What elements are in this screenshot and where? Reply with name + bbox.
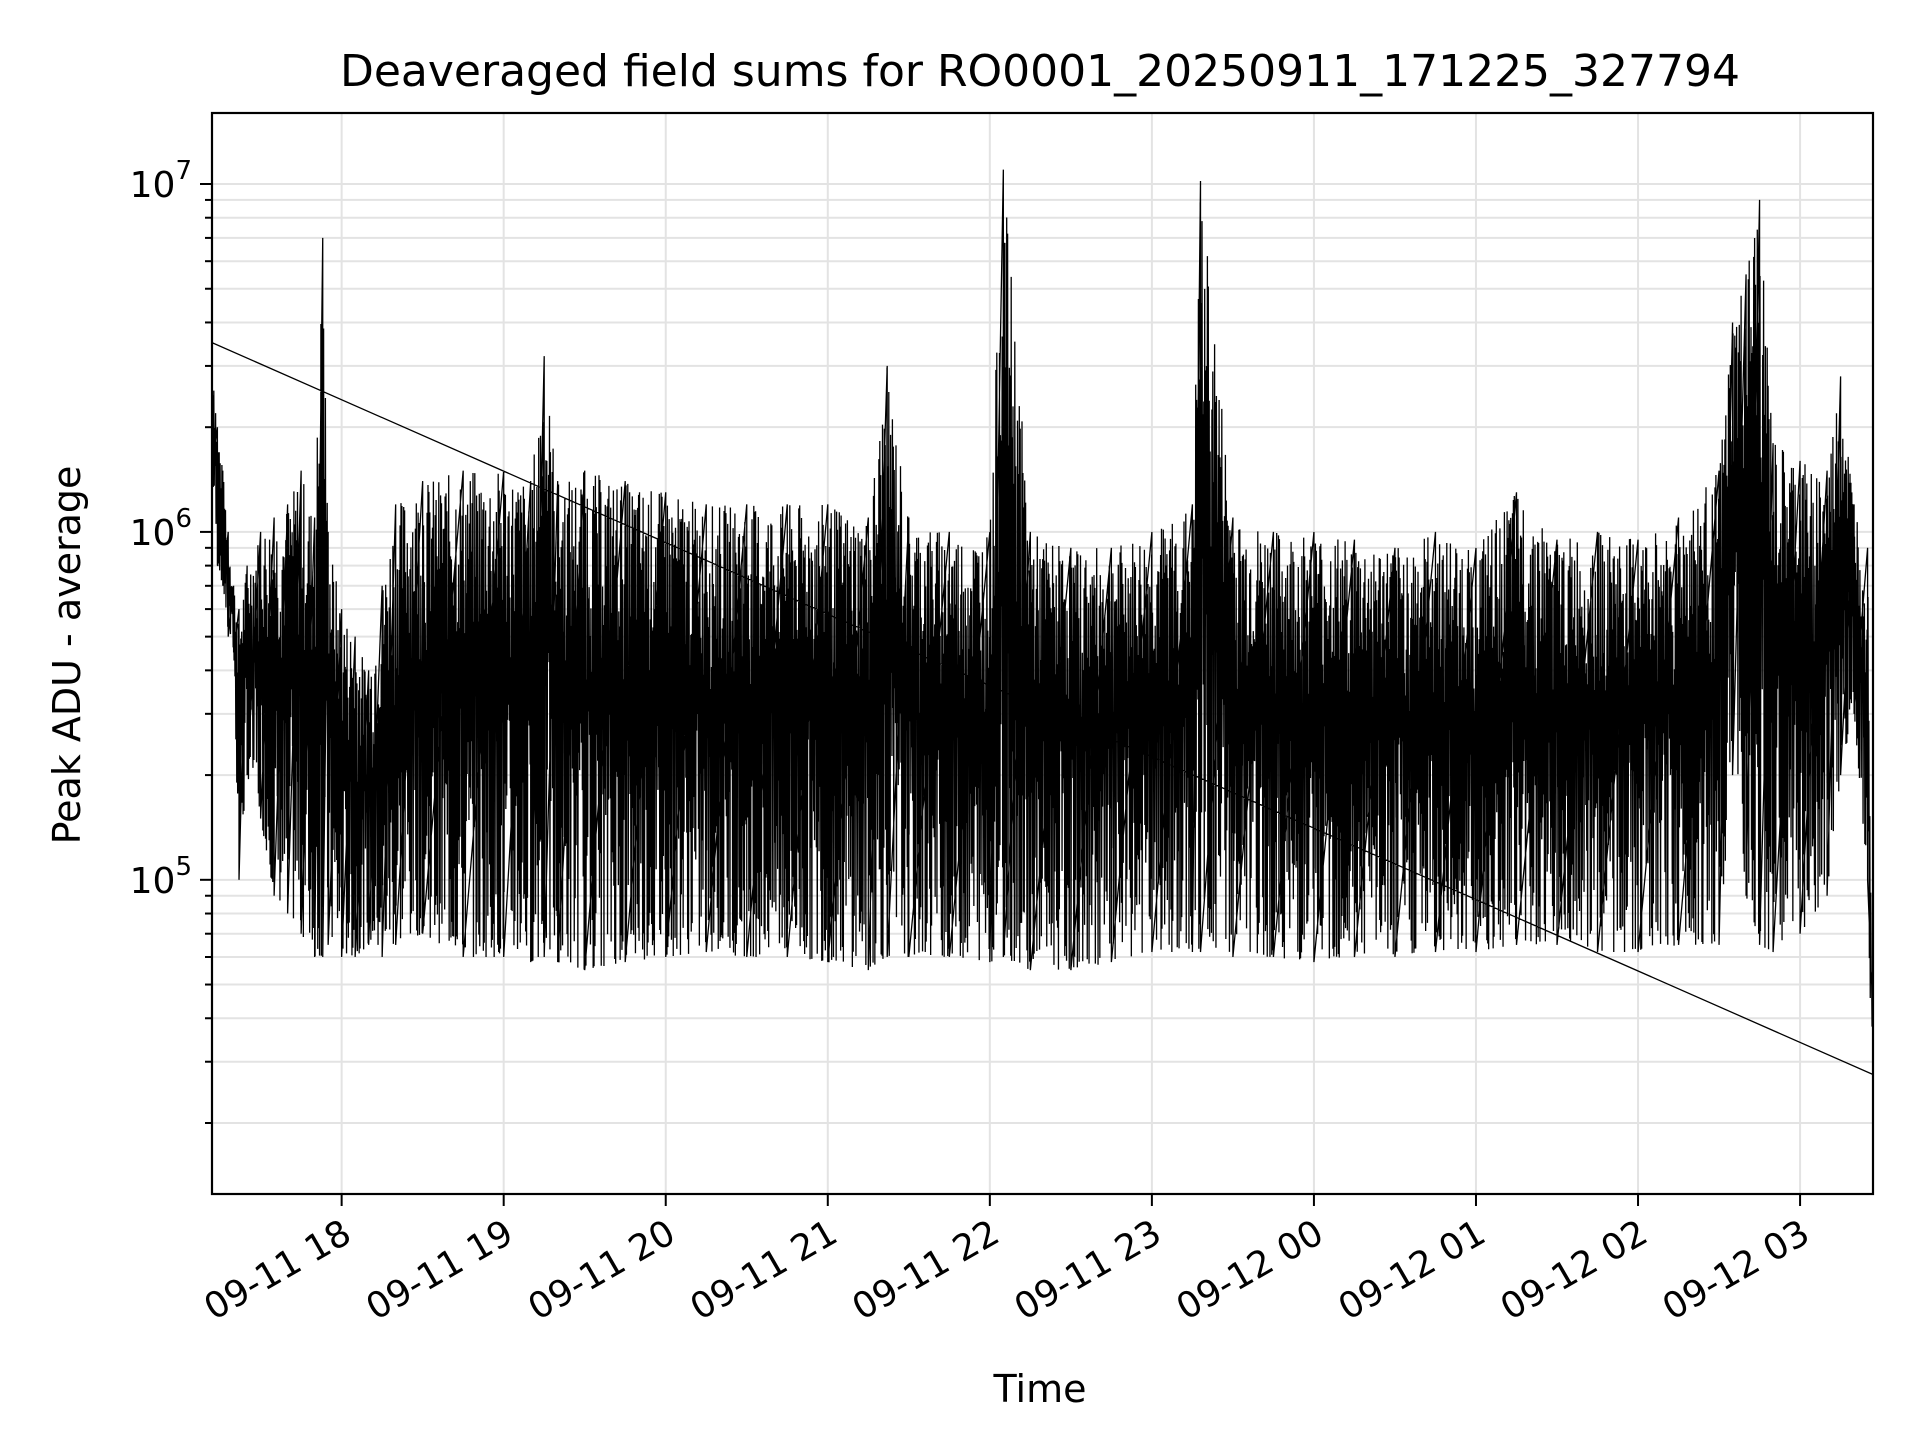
y-axis-ticks: 105 106 107 xyxy=(130,156,212,1124)
series-line xyxy=(211,169,1874,1148)
x-axis-label: Time xyxy=(993,1367,1087,1411)
plot-frame xyxy=(210,111,1875,1196)
series-layer xyxy=(211,169,1874,1148)
y-tick-label: 107 xyxy=(130,156,192,206)
y-tick-label: 106 xyxy=(130,504,192,554)
chart-title: Deaveraged field sums for RO0001_2025091… xyxy=(340,46,1740,97)
y-axis-label: Peak ADU - average xyxy=(45,466,89,845)
y-tick-label: 105 xyxy=(130,852,192,902)
